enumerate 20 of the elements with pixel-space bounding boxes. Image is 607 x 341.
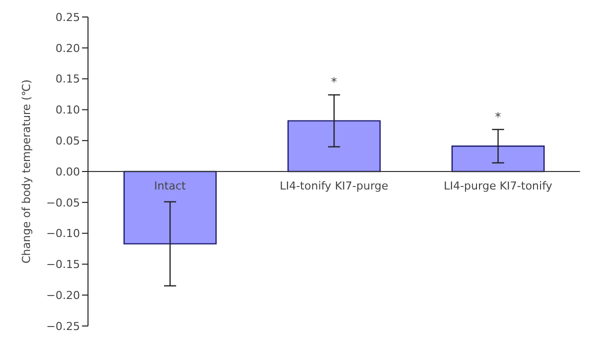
x-tick-label: LI4-purge KI7-tonify (444, 179, 553, 192)
y-axis-title: Change of body temperature (℃) (20, 80, 33, 264)
bar (287, 120, 381, 172)
bar (451, 146, 545, 172)
y-tick-label: 0.00 (56, 165, 80, 178)
y-tick-label: 0.20 (56, 42, 80, 55)
y-tick-label: 0.05 (56, 134, 80, 148)
y-tick-label: −0.15 (46, 258, 80, 272)
y-tick-label: −0.20 (46, 289, 80, 302)
x-tick-label: Intact (154, 179, 186, 192)
y-tick-label: −0.25 (46, 320, 80, 333)
y-tick-label: 0.25 (56, 10, 80, 24)
y-tick-label: −0.10 (46, 227, 80, 240)
bar (123, 170, 217, 244)
y-tick-label: 0.15 (56, 72, 80, 86)
y-tick-label: 0.10 (56, 104, 80, 117)
annotation: * (495, 110, 501, 124)
annotation: * (331, 75, 337, 90)
x-tick-label: LI4-tonify KI7-purge (280, 179, 389, 192)
y-tick-label: −0.05 (46, 196, 80, 210)
